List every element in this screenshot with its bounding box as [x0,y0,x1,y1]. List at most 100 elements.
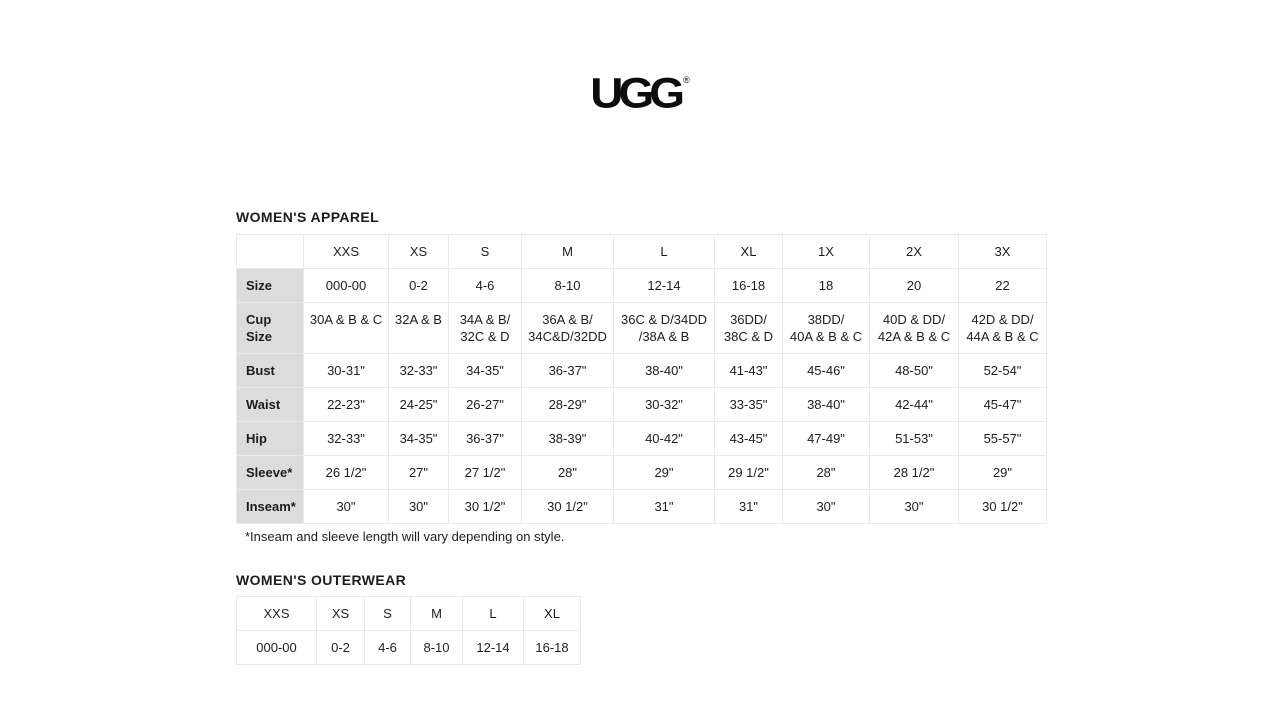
apparel-cell: 4-6 [448,268,522,303]
outerwear-cell: 4-6 [364,630,411,665]
apparel-cell: 34-35" [388,421,449,456]
apparel-cell: 24-25" [388,387,449,422]
outerwear-col-header: XXS [236,596,317,631]
apparel-table-row: Sleeve* 26 1/2" 27" 27 1/2" 28" 29" 29 1/2" 28"… [236,455,1047,490]
apparel-cell: 40-42" [613,421,715,456]
apparel-cell: 52-54" [958,353,1047,388]
apparel-cell: 30A & B & C [303,302,389,354]
apparel-cell: 26 1/2" [303,455,389,490]
apparel-col-header: S [448,234,522,269]
apparel-cell: 26-27" [448,387,522,422]
apparel-cell: 27 1/2" [448,455,522,490]
outerwear-cell: 0-2 [316,630,365,665]
apparel-row-label: Bust [236,353,304,388]
apparel-cell: 42-44" [869,387,959,422]
apparel-cell: 36-37" [521,353,614,388]
apparel-cell: 34A & B/ 32C & D [448,302,522,354]
apparel-cell: 28 1/2" [869,455,959,490]
outerwear-col-header: M [410,596,463,631]
womens-outerwear-size-table: XXS XS S M L XL 000-00 0-2 4-6 8-10 12-14 16-18 [236,596,581,665]
ugg-logo-text: UGG [590,69,685,117]
apparel-cell: 29" [958,455,1047,490]
apparel-cell: 30 1/2" [958,489,1047,524]
apparel-cell: 31" [613,489,715,524]
registered-trademark-symbol: ® [683,75,690,85]
apparel-cell: 20 [869,268,959,303]
apparel-cell: 51-53" [869,421,959,456]
apparel-cell: 42D & DD/ 44A & B & C [958,302,1047,354]
apparel-table-row: Hip 32-33" 34-35" 36-37" 38-39" 40-42" 43-45" 4… [236,421,1047,456]
apparel-cell: 38-40" [782,387,870,422]
apparel-cell: 22 [958,268,1047,303]
womens-outerwear-section-title: WOMEN'S OUTERWEAR [236,572,407,588]
apparel-cell: 30" [303,489,389,524]
apparel-row-label: Sleeve* [236,455,304,490]
apparel-col-header: 3X [958,234,1047,269]
outerwear-table-row: 000-00 0-2 4-6 8-10 12-14 16-18 [236,630,581,665]
apparel-cell: 38-40" [613,353,715,388]
apparel-cell: 45-47" [958,387,1047,422]
apparel-col-header: 1X [782,234,870,269]
apparel-col-header: 2X [869,234,959,269]
apparel-cell: 41-43" [714,353,783,388]
apparel-cell: 30" [869,489,959,524]
apparel-cell: 29" [613,455,715,490]
apparel-row-label: Hip [236,421,304,456]
apparel-cell: 28" [782,455,870,490]
outerwear-col-header: XS [316,596,365,631]
ugg-logo: UGG ® [0,66,1280,120]
apparel-cell: 27" [388,455,449,490]
apparel-cell: 30 1/2" [448,489,522,524]
apparel-cell: 30-31" [303,353,389,388]
apparel-cell: 55-57" [958,421,1047,456]
apparel-table-row: Inseam* 30" 30" 30 1/2" 30 1/2" 31" 31" 30" 30" 3… [236,489,1047,524]
apparel-cell: 36DD/ 38C & D [714,302,783,354]
apparel-row-label: Inseam* [236,489,304,524]
apparel-cell: 36A & B/ 34C&D/32DD [521,302,614,354]
apparel-cell: 43-45" [714,421,783,456]
apparel-cell: 45-46" [782,353,870,388]
apparel-cell: 28" [521,455,614,490]
apparel-cell: 16-18 [714,268,783,303]
apparel-cell: 33-35" [714,387,783,422]
apparel-cell: 0-2 [388,268,449,303]
apparel-table-row: Bust 30-31" 32-33" 34-35" 36-37" 38-40" 41-43"… [236,353,1047,388]
apparel-table-row: Waist 22-23" 24-25" 26-27" 28-29" 30-32" 33-35… [236,387,1047,422]
apparel-header-row: XXS XS S M L XL 1X 2X 3X [236,234,1047,269]
outerwear-col-header: L [462,596,524,631]
apparel-cell: 18 [782,268,870,303]
outerwear-cell: 12-14 [462,630,524,665]
apparel-col-header: M [521,234,614,269]
apparel-cell: 34-35" [448,353,522,388]
apparel-cell: 30" [782,489,870,524]
apparel-cell: 28-29" [521,387,614,422]
apparel-cell: 36C & D/34DD /38A & B [613,302,715,354]
apparel-cell: 30-32" [613,387,715,422]
apparel-cell: 36-37" [448,421,522,456]
inseam-sleeve-footnote: *Inseam and sleeve length will vary depe… [245,529,565,544]
womens-apparel-section-title: WOMEN'S APPAREL [236,209,380,225]
apparel-col-header: XL [714,234,783,269]
apparel-cell: 47-49" [782,421,870,456]
outerwear-header-row: XXS XS S M L XL [236,596,581,631]
outerwear-col-header: S [364,596,411,631]
outerwear-cell: 8-10 [410,630,463,665]
apparel-cell: 31" [714,489,783,524]
outerwear-col-header: XL [523,596,581,631]
apparel-corner-cell [236,234,304,269]
outerwear-cell: 000-00 [236,630,317,665]
apparel-cell: 8-10 [521,268,614,303]
apparel-cell: 30" [388,489,449,524]
apparel-col-header: XXS [303,234,389,269]
apparel-cell: 38-39" [521,421,614,456]
outerwear-cell: 16-18 [523,630,581,665]
apparel-cell: 32A & B [388,302,449,354]
apparel-cell: 000-00 [303,268,389,303]
apparel-cell: 38DD/ 40A & B & C [782,302,870,354]
apparel-cell: 32-33" [388,353,449,388]
apparel-table-row: Size 000-00 0-2 4-6 8-10 12-14 16-18 18 20 22 [236,268,1047,303]
apparel-cell: 48-50" [869,353,959,388]
apparel-cell: 30 1/2" [521,489,614,524]
apparel-cell: 22-23" [303,387,389,422]
apparel-row-label: Size [236,268,304,303]
